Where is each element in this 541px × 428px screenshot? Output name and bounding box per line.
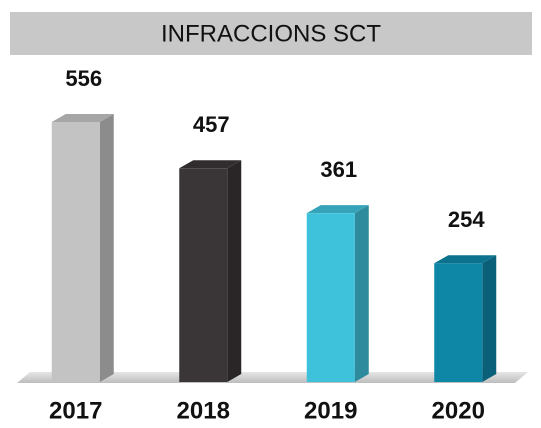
bar-side	[99, 114, 114, 382]
x-tick-label: 2018	[177, 397, 230, 424]
value-label: 254	[448, 207, 485, 232]
bar-side	[482, 255, 497, 382]
x-tick-label: 2019	[304, 397, 357, 424]
bar	[306, 213, 355, 382]
bar-top	[434, 255, 497, 264]
value-label: 556	[65, 66, 102, 91]
x-tick-label: 2020	[432, 397, 485, 424]
bar-side	[354, 205, 369, 382]
x-tick-label: 2017	[49, 397, 102, 424]
bar	[179, 168, 228, 382]
floor	[17, 372, 528, 383]
bar-top	[306, 205, 369, 214]
bar	[51, 122, 100, 382]
bar-top	[179, 160, 242, 169]
value-label: 457	[193, 112, 230, 137]
title-banner	[10, 12, 532, 55]
value-label: 361	[320, 157, 357, 182]
chart-title: INFRACCIONS SCT	[161, 20, 381, 47]
bar-top	[51, 114, 114, 122]
bar-side	[227, 160, 242, 382]
bar	[434, 263, 483, 382]
